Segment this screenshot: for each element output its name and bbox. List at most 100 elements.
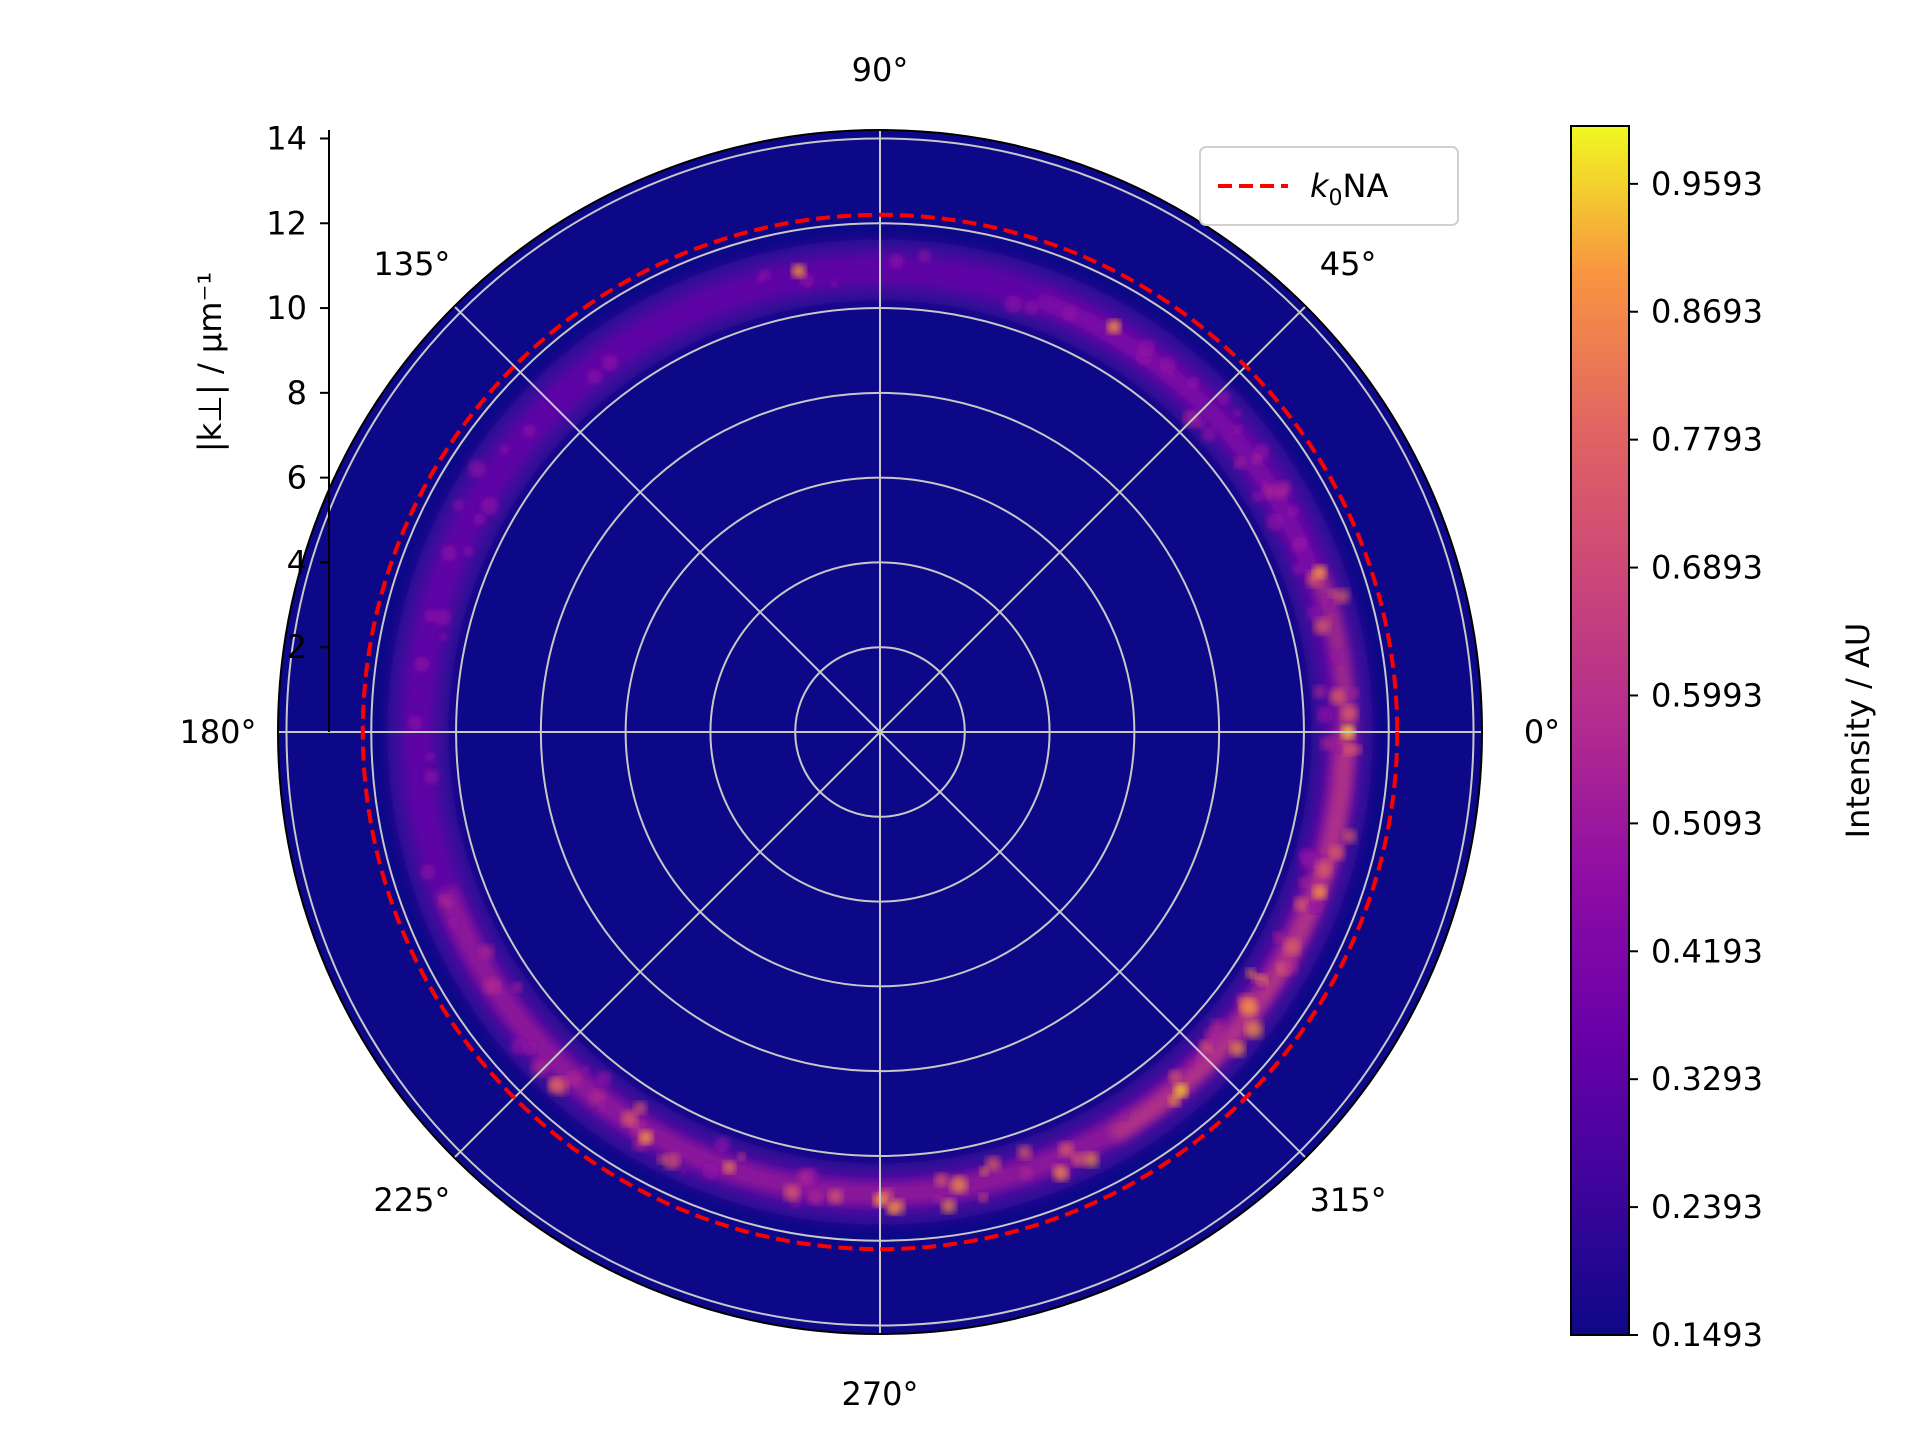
intensity-speckle (1251, 490, 1264, 503)
intensity-speckle (1266, 512, 1285, 531)
intensity-speckle (737, 1152, 746, 1161)
intensity-peak (1173, 1083, 1188, 1098)
colorbar-tick-label: 0.7793 (1651, 421, 1763, 459)
intensity-speckle (580, 1065, 590, 1075)
angular-tick-label-225: 225° (373, 1181, 450, 1219)
intensity-speckle (1017, 1145, 1032, 1160)
intensity-speckle (1168, 1094, 1181, 1107)
intensity-speckle (499, 444, 510, 455)
intensity-speckle (463, 545, 474, 557)
intensity-speckle (702, 1162, 719, 1180)
intensity-speckle (1118, 1109, 1129, 1121)
intensity-speckle (1298, 877, 1309, 888)
colorbar-gradient (1570, 125, 1630, 1336)
intensity-speckle (452, 499, 465, 512)
angular-tick-label-270: 270° (841, 1375, 918, 1413)
intensity-speckle (1251, 454, 1262, 465)
angular-gridline-135 (453, 305, 881, 733)
colorbar-tick-label: 0.2393 (1651, 1188, 1763, 1226)
angular-gridline-225 (453, 731, 881, 1159)
intensity-speckle (480, 497, 499, 515)
colorbar-tick-label: 0.6893 (1651, 549, 1763, 587)
intensity-speckle (1273, 931, 1285, 943)
intensity-speckle (1329, 648, 1346, 665)
intensity-speckle (425, 751, 436, 762)
intensity-speckle (979, 1166, 989, 1176)
intensity-speckle (657, 1154, 667, 1165)
intensity-speckle (468, 460, 486, 478)
polar-axes-border (277, 129, 1483, 1335)
intensity-speckle (1061, 305, 1078, 321)
intensity-speckle (1186, 411, 1199, 423)
intensity-speckle (1229, 1041, 1246, 1057)
colorbar-tick-label: 0.5993 (1651, 676, 1763, 714)
radial-axis-label: |k⊥| / μm⁻¹ (191, 272, 229, 452)
polar-axes (277, 129, 1483, 1335)
intensity-speckle (985, 1156, 1001, 1172)
intensity-speckle (1232, 408, 1243, 418)
intensity-speckle (1185, 1058, 1194, 1067)
intensity-speckle (1186, 376, 1200, 389)
intensity-speckle (918, 249, 931, 263)
intensity-speckle (1313, 617, 1331, 635)
intensity-speckle (441, 545, 457, 561)
radial-tick-label-4: 4 (287, 543, 307, 581)
intensity-speckle (1168, 1069, 1181, 1082)
colorbar-tick-label: 0.9593 (1651, 165, 1763, 203)
intensity-speckle (1334, 588, 1350, 604)
intensity-peak (1107, 319, 1122, 334)
intensity-speckle (1329, 688, 1346, 705)
radial-tick-label-2: 2 (287, 628, 307, 666)
angular-gridline-315 (879, 731, 1307, 1159)
radial-axis: 2 4 6 8 10 12 14 |k⊥| / μm⁻¹ (191, 119, 330, 732)
intensity-speckle (1004, 295, 1023, 314)
intensity-speckle (1201, 427, 1217, 442)
intensity-speckle (444, 900, 454, 909)
intensity-speckle (1351, 744, 1362, 755)
radial-tick-label-10: 10 (266, 289, 307, 327)
angular-tick-labels: 0° 45° 90° 135° 180° 225° 270° 315° (179, 51, 1560, 1413)
intensity-speckle (1314, 859, 1333, 878)
intensity-speckle (1342, 743, 1355, 756)
intensity-speckle (1023, 300, 1039, 315)
intensity-speckle (1306, 606, 1321, 621)
intensity-peak (1312, 885, 1327, 900)
intensity-speckle (1137, 339, 1156, 357)
intensity-speckle (434, 609, 452, 626)
intensity-speckle (1292, 563, 1304, 576)
angular-tick-label-0: 0° (1524, 713, 1560, 751)
intensity-speckle (1283, 938, 1301, 956)
intensity-speckle (668, 1156, 677, 1165)
intensity-speckle (888, 253, 904, 269)
radial-tick-label-8: 8 (287, 374, 307, 412)
angular-gridline-45 (879, 305, 1307, 733)
intensity-speckle (1282, 959, 1298, 975)
intensity-speckle (941, 1198, 957, 1214)
intensity-speckle (889, 1199, 905, 1215)
intensity-speckle (1315, 577, 1325, 587)
radial-tick-label-14: 14 (266, 119, 307, 157)
intensity-speckle (1329, 845, 1345, 861)
intensity-speckle (1262, 484, 1278, 499)
intensity-speckle (1348, 687, 1359, 698)
intensity-speckle (589, 1089, 606, 1106)
intensity-speckle (601, 354, 619, 372)
intensity-speckle (1286, 505, 1300, 518)
intensity-speckle (1320, 737, 1334, 751)
intensity-speckle (512, 982, 523, 993)
intensity-speckle (1071, 1152, 1086, 1167)
colorbar-label: Intensity / AU (1839, 623, 1877, 839)
intensity-peak (791, 264, 806, 279)
intensity-speckle (596, 1102, 608, 1114)
intensity-speckle (1234, 457, 1246, 469)
intensity-speckle (1052, 1164, 1069, 1181)
intensity-speckle (1255, 981, 1265, 990)
angular-tick-label-45: 45° (1320, 245, 1377, 283)
angular-tick-label-180: 180° (179, 713, 256, 751)
intensity-speckle (1293, 897, 1308, 911)
colorbar-tick-label: 0.3293 (1651, 1060, 1763, 1098)
intensity-speckle (1307, 903, 1318, 914)
intensity-speckle (1275, 481, 1291, 496)
intensity-speckle (723, 1161, 736, 1174)
